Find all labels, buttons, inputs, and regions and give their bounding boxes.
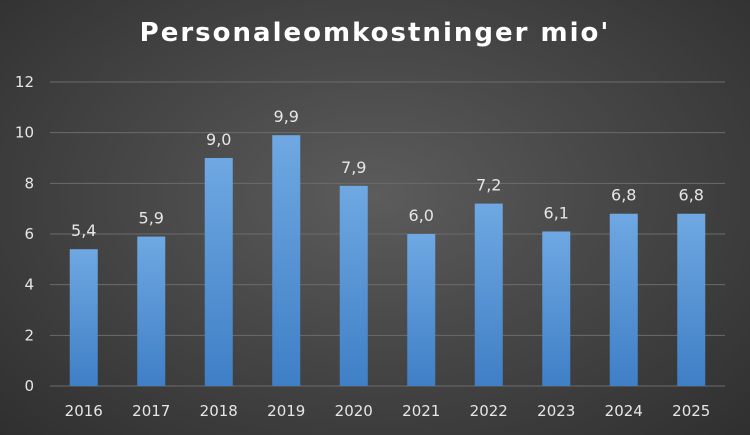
bar-2019 [272,135,301,386]
x-tick-label-2022: 2022 [470,402,508,420]
bar-2018 [204,158,233,386]
bar-2022 [474,203,503,386]
data-label-2023: 6,1 [544,203,569,222]
bar-2025 [677,213,706,386]
y-axis-ticks: 0 2 4 6 8 10 12 [15,73,34,395]
x-tick-label-2018: 2018 [200,402,238,420]
bar-2024 [609,213,638,386]
x-tick-label-2021: 2021 [402,402,440,420]
data-label-2021: 6,0 [409,206,434,225]
chart-title: Personaleomkostninger mio' [139,18,611,48]
bars [69,135,706,386]
bar-2021 [407,234,436,386]
x-tick-label-2017: 2017 [132,402,170,420]
y-tick-label: 10 [15,124,34,142]
data-label-2018: 9,0 [206,130,231,149]
data-label-2025: 6,8 [679,186,704,205]
y-tick-label: 4 [24,276,34,294]
y-tick-label: 6 [24,225,34,243]
data-label-2016: 5,4 [71,221,96,240]
data-label-2017: 5,9 [139,209,164,228]
bar-2016 [69,249,98,386]
x-tick-label-2020: 2020 [335,402,373,420]
data-label-2019: 9,9 [274,107,299,126]
y-tick-label: 8 [24,174,34,192]
data-label-2020: 7,9 [341,158,366,177]
y-tick-label: 0 [24,377,34,395]
x-tick-label-2025: 2025 [672,402,710,420]
x-tick-label-2024: 2024 [605,402,643,420]
bar-2017 [137,236,166,386]
data-labels: 5,4 5,9 9,0 9,9 7,9 6,0 7,2 6,1 6,8 6,8 [71,107,704,240]
y-tick-label: 12 [15,73,34,91]
data-label-2022: 7,2 [476,176,501,195]
bar-2020 [339,185,368,386]
x-tick-label-2023: 2023 [537,402,575,420]
x-axis-ticks: 2016 2017 2018 2019 2020 2021 2022 2023 2024 2025 [65,402,711,420]
x-tick-label-2016: 2016 [65,402,103,420]
data-label-2024: 6,8 [611,186,636,205]
bar-2023 [542,231,571,386]
y-tick-label: 2 [24,326,34,344]
x-tick-label-2019: 2019 [267,402,305,420]
